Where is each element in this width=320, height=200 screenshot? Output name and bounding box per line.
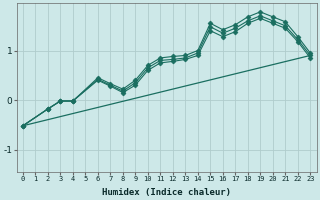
- X-axis label: Humidex (Indice chaleur): Humidex (Indice chaleur): [102, 188, 231, 197]
